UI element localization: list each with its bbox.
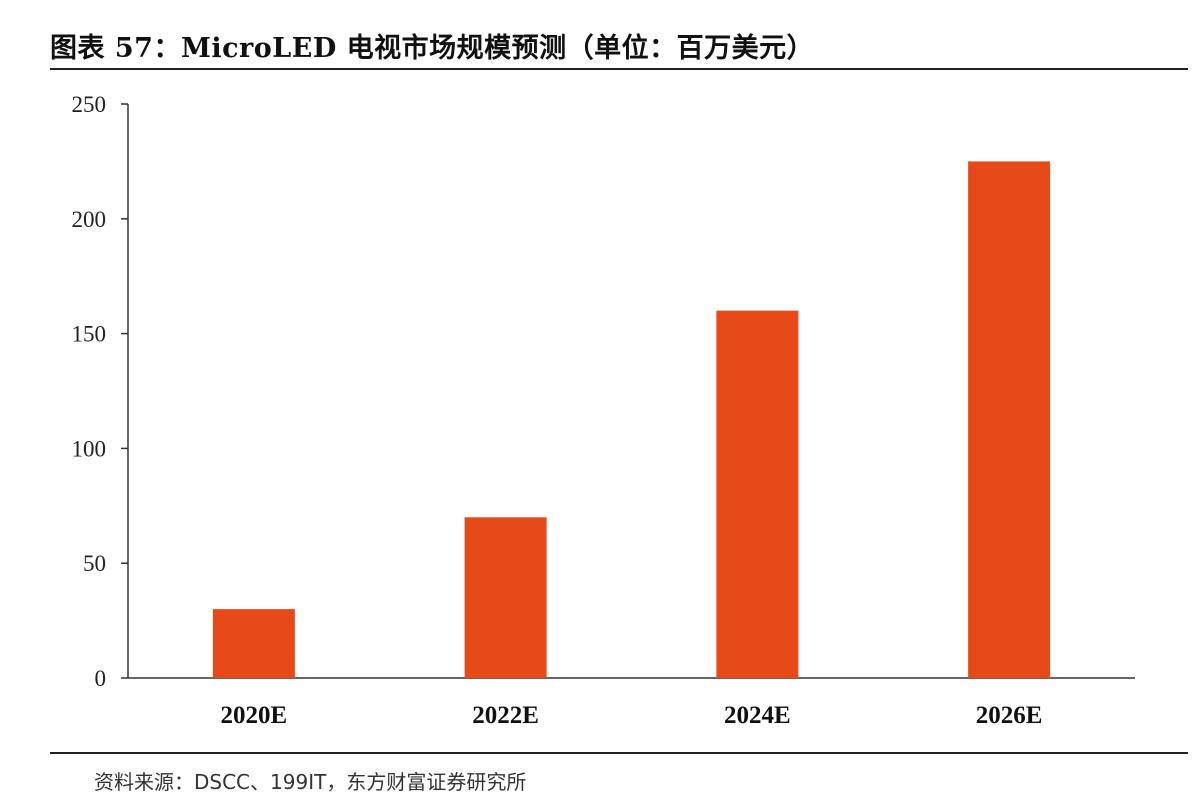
source-note: 资料来源：DSCC、199IT，东方财富证券研究所 <box>94 770 527 794</box>
y-tick-label: 250 <box>72 92 107 117</box>
y-tick-label: 0 <box>95 666 107 691</box>
x-category-label: 2022E <box>472 702 539 729</box>
y-tick-label: 150 <box>72 322 107 347</box>
y-axis: 0 50 100 150 200 250 <box>72 92 129 691</box>
x-category-label: 2020E <box>221 702 288 729</box>
y-tick-label: 50 <box>83 551 106 576</box>
bar-chart: 0 50 100 150 200 250 2020E 2022E 2024E 2026E <box>72 92 1135 729</box>
x-category-label: 2024E <box>724 702 791 729</box>
bar-2024E <box>716 310 799 678</box>
x-category-label: 2026E <box>976 702 1043 729</box>
y-tick-label: 200 <box>72 207 107 232</box>
bar-2020E <box>212 609 295 678</box>
y-tick-label: 100 <box>72 436 107 461</box>
source-divider <box>50 752 1188 754</box>
bars <box>212 161 1051 678</box>
chart-title: 图表 57：MicroLED 电视市场规模预测（单位：百万美元） <box>50 33 815 64</box>
x-axis: 2020E 2022E 2024E 2026E <box>128 677 1135 729</box>
bar-2026E <box>968 161 1051 678</box>
bar-2022E <box>464 517 547 678</box>
title-divider <box>50 68 1188 70</box>
